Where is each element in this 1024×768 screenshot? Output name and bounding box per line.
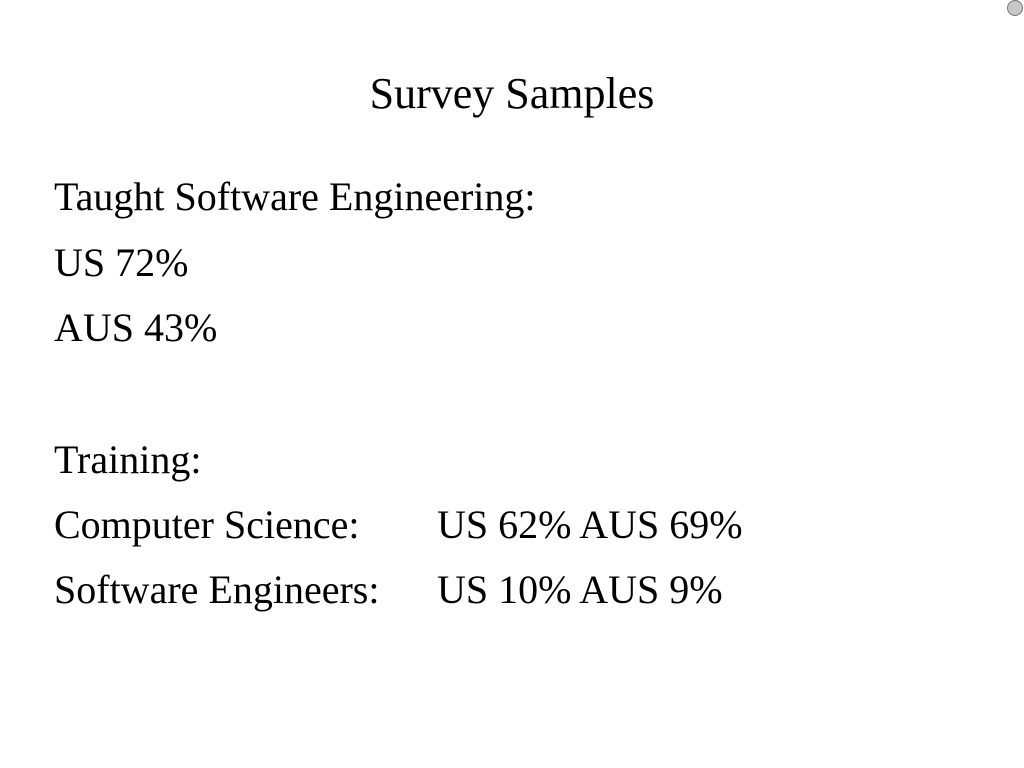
slide-title: Survey Samples bbox=[369, 69, 655, 118]
row-value: US 10% AUS 9% bbox=[437, 567, 723, 612]
section-heading: Taught Software Engineering: bbox=[54, 174, 536, 219]
slide-indicator bbox=[1007, 0, 1023, 16]
text-line: AUS 43% bbox=[54, 305, 218, 350]
row-label: Software Engineers: bbox=[54, 567, 380, 612]
section-heading: Training: bbox=[54, 437, 202, 482]
row-label: Computer Science: bbox=[54, 502, 360, 547]
text-line: US 72% bbox=[54, 240, 189, 285]
row-value: US 62% AUS 69% bbox=[437, 502, 743, 547]
